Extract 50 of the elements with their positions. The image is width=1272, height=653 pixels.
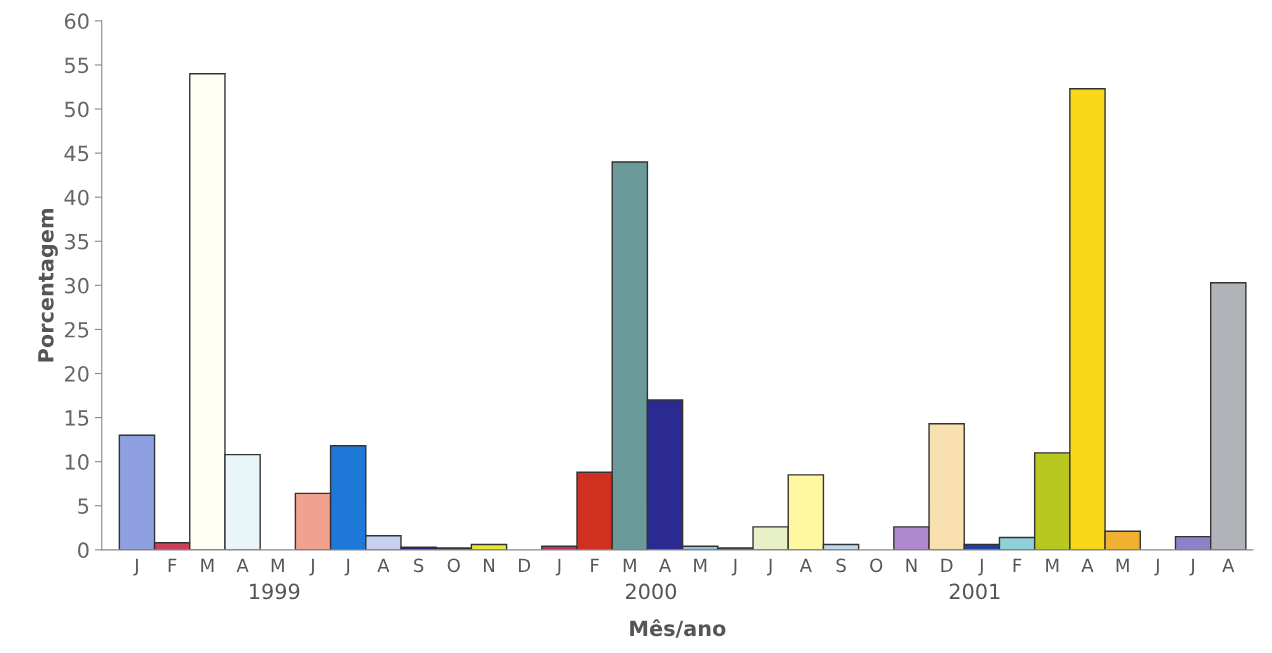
x-tick-label: F (168, 558, 177, 572)
x-axis-title: Mês/ano (630, 619, 726, 638)
x-tick-label: J (978, 558, 983, 576)
x-tick-label: F (1013, 558, 1022, 572)
x-tick-label: A (1222, 558, 1235, 572)
x-tick-label: O (447, 558, 460, 573)
x-tick-label: A (799, 558, 812, 572)
y-tick-label: 20 (64, 365, 89, 382)
x-tick-label: D (519, 558, 531, 572)
x-tick-label: J (1154, 558, 1159, 576)
y-tick-label: 40 (64, 189, 89, 206)
x-tick-label: A (236, 558, 249, 572)
x-tick-label: M (694, 558, 707, 572)
y-tick-label: 5 (78, 498, 89, 514)
y-tick-label: 25 (64, 321, 89, 338)
y-tick-label: 35 (65, 233, 89, 250)
x-tick-label: N (906, 558, 917, 572)
x-tick-label: J (309, 558, 314, 576)
x-tick-label: M (623, 558, 636, 572)
x-tick-label: O (870, 558, 883, 573)
x-tick-label: M (271, 558, 284, 572)
y-tick-label: 55 (65, 57, 89, 74)
x-tick-label: J (344, 558, 350, 576)
y-tick-label: 60 (64, 13, 89, 30)
x-tick-label: A (377, 558, 390, 572)
x-tick-label: J (767, 558, 772, 576)
y-tick-label: 10 (65, 454, 89, 470)
x-tick-label: M (1116, 558, 1129, 572)
y-axis-title: Porcentagem (38, 209, 58, 362)
x-tick-label: S (414, 558, 424, 573)
x-tick-label: M (1046, 558, 1059, 572)
x-tick-label: F (591, 558, 599, 572)
y-tick-label: 15 (65, 410, 89, 426)
x-tick-label: M (201, 558, 214, 572)
x-tick-label: D (941, 558, 953, 572)
y-tick-label: 45 (64, 145, 89, 162)
y-tick-label: 50 (65, 101, 89, 118)
x-tick-label: J (731, 558, 737, 576)
x-tick-label: S (836, 558, 846, 573)
text: 2000 (625, 583, 677, 600)
x-tick-label: A (1081, 558, 1094, 572)
x-tick-label: J (1189, 558, 1194, 576)
text: 1999 (250, 583, 300, 600)
x-tick-label: J (555, 558, 561, 576)
text: 2001 (949, 583, 1000, 600)
x-tick-label: A (658, 558, 672, 572)
x-tick-label: J (133, 558, 138, 576)
y-tick-label: 0 (78, 542, 89, 559)
x-tick-label: N (484, 558, 494, 572)
y-tick-label: 30 (65, 277, 89, 294)
